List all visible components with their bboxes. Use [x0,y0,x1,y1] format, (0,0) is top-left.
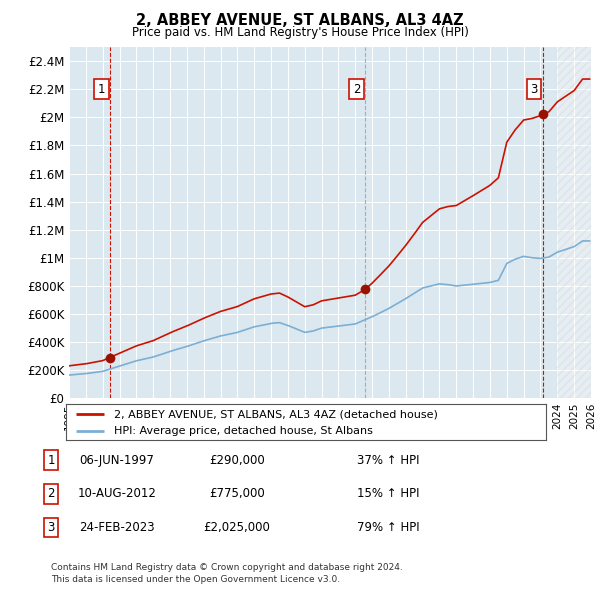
Text: £775,000: £775,000 [209,487,265,500]
Text: £290,000: £290,000 [209,454,265,467]
Text: 2: 2 [47,487,55,500]
Text: HPI: Average price, detached house, St Albans: HPI: Average price, detached house, St A… [114,426,373,435]
Bar [557,47,591,398]
Text: 15% ↑ HPI: 15% ↑ HPI [357,487,419,500]
Text: Contains HM Land Registry data © Crown copyright and database right 2024.
This d: Contains HM Land Registry data © Crown c… [51,563,403,584]
Text: 79% ↑ HPI: 79% ↑ HPI [357,521,419,534]
Text: 37% ↑ HPI: 37% ↑ HPI [357,454,419,467]
Text: 10-AUG-2012: 10-AUG-2012 [77,487,157,500]
Text: 2, ABBEY AVENUE, ST ALBANS, AL3 4AZ: 2, ABBEY AVENUE, ST ALBANS, AL3 4AZ [136,13,464,28]
Text: £2,025,000: £2,025,000 [203,521,271,534]
Text: 2: 2 [353,83,361,96]
Text: 3: 3 [47,521,55,534]
Text: 1: 1 [98,83,105,96]
Text: 24-FEB-2023: 24-FEB-2023 [79,521,155,534]
Text: 06-JUN-1997: 06-JUN-1997 [80,454,154,467]
Text: 2, ABBEY AVENUE, ST ALBANS, AL3 4AZ (detached house): 2, ABBEY AVENUE, ST ALBANS, AL3 4AZ (det… [114,409,438,419]
Text: 3: 3 [530,83,538,96]
Text: Price paid vs. HM Land Registry's House Price Index (HPI): Price paid vs. HM Land Registry's House … [131,26,469,39]
Text: 1: 1 [47,454,55,467]
